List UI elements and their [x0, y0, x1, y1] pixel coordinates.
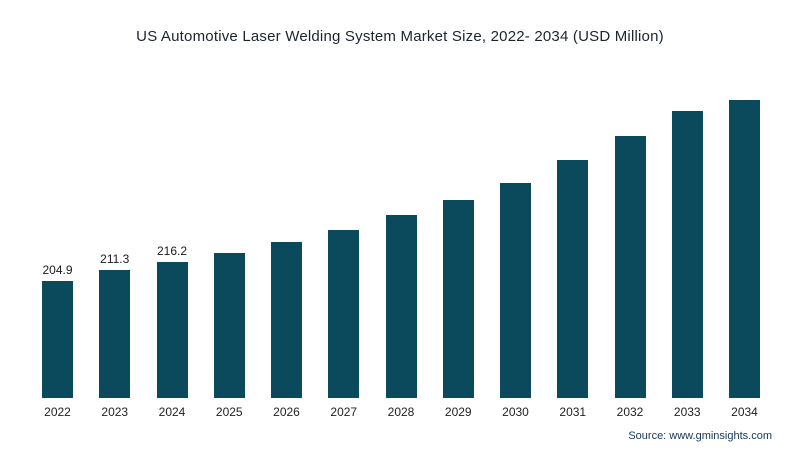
bar-group-2032: 2032 — [614, 83, 646, 419]
bar-2034[interactable] — [729, 100, 760, 398]
bar-group-2025: 2025 — [213, 83, 245, 419]
bar-2031[interactable] — [557, 160, 589, 398]
x-axis-tick-label-2030: 2030 — [502, 405, 529, 419]
x-axis-tick-label-2022: 2022 — [44, 405, 71, 419]
x-axis-tick-label-2028: 2028 — [387, 405, 415, 419]
bar-group-2029: 2029 — [442, 83, 474, 419]
bar-group-2023: 211.3 2023 — [99, 83, 131, 419]
x-axis-tick-label-2027: 2027 — [330, 405, 358, 419]
bar-group-2030: 2030 — [500, 83, 531, 419]
bar-value-label-2023: 211.3 — [100, 252, 130, 266]
x-axis-tick-label-2024: 2024 — [158, 405, 186, 419]
x-axis-tick-label-2023: 2023 — [101, 405, 129, 419]
bar-group-2026: 2026 — [271, 83, 302, 419]
bar-value-label-2024: 216.2 — [156, 244, 188, 258]
bar-group-2034: 2034 — [729, 83, 760, 419]
bar-group-2022: 204.9 2022 — [42, 83, 73, 419]
x-axis-tick-label-2025: 2025 — [215, 405, 243, 419]
bar-2030[interactable] — [500, 183, 531, 398]
chart-title: US Automotive Laser Welding System Marke… — [136, 28, 664, 45]
bar-2029[interactable] — [442, 200, 474, 398]
bar-2032[interactable] — [614, 136, 646, 398]
x-axis-tick-label-2026: 2026 — [273, 405, 300, 419]
bar-chart-plot-area: 204.9 2022 211.3 2023 216.2 2024 2025 2026 2027 2… — [42, 83, 760, 419]
bar-2027[interactable] — [328, 230, 360, 398]
bar-2023[interactable] — [99, 270, 131, 398]
bar-group-2031: 2031 — [557, 83, 589, 419]
bar-group-2028: 2028 — [385, 83, 417, 419]
bar-group-2027: 2027 — [328, 83, 360, 419]
bar-2022[interactable] — [42, 281, 73, 398]
bar-2024[interactable] — [156, 262, 188, 398]
bar-2033[interactable] — [671, 111, 703, 398]
x-axis-tick-label-2034: 2034 — [731, 405, 758, 419]
x-axis-tick-label-2033: 2033 — [673, 405, 701, 419]
bar-2028[interactable] — [385, 215, 417, 398]
bar-2025[interactable] — [213, 253, 245, 398]
x-axis-tick-label-2031: 2031 — [559, 405, 587, 419]
bar-group-2033: 2033 — [671, 83, 703, 419]
bar-value-label-2022: 204.9 — [42, 263, 73, 277]
bar-group-2024: 216.2 2024 — [156, 83, 188, 419]
bar-2026[interactable] — [271, 242, 302, 398]
x-axis-tick-label-2032: 2032 — [616, 405, 644, 419]
x-axis-tick-label-2029: 2029 — [444, 405, 472, 419]
source-attribution[interactable]: Source: www.gminsights.com — [628, 430, 772, 442]
